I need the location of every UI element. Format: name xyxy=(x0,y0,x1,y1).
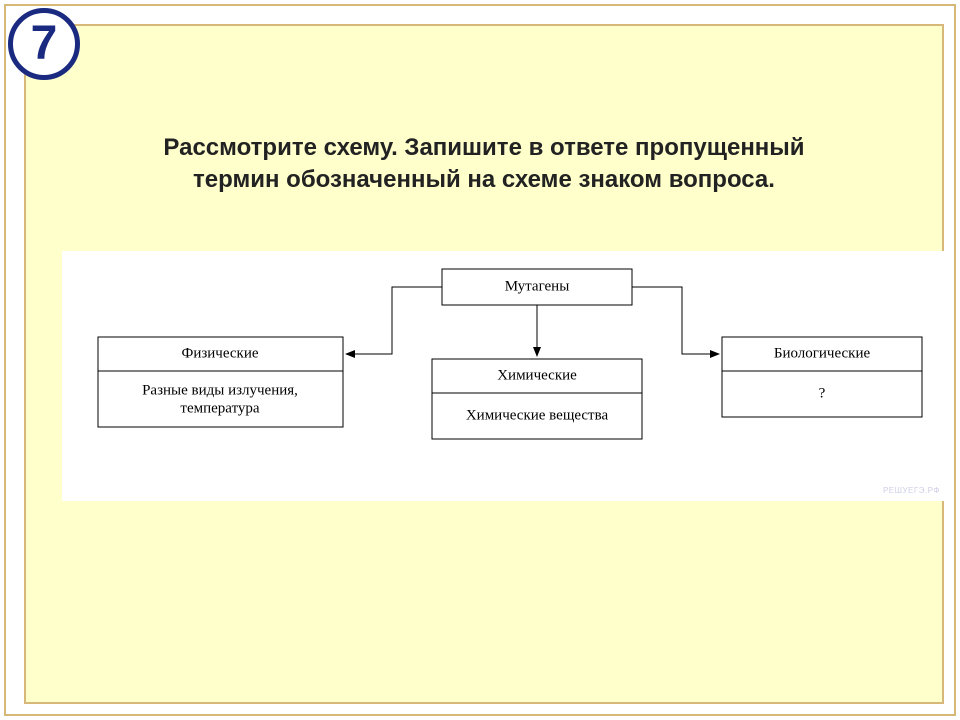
node-chemical-detail-line1: Химические вещества xyxy=(466,407,609,423)
question-line-1: Рассмотрите схему. Запишите в ответе про… xyxy=(163,134,804,161)
diagram-svg: Мутагены Физические Разные виды излучени… xyxy=(62,251,948,501)
node-physical-detail xyxy=(98,371,343,427)
question-number-badge: 7 xyxy=(8,8,80,80)
node-physical-title-text: Физические xyxy=(181,345,258,361)
node-physical-detail-line2: температура xyxy=(180,400,260,416)
node-root-label: Мутагены xyxy=(505,278,570,294)
question-number: 7 xyxy=(31,20,58,68)
watermark: РЕШУЕГЭ.РФ xyxy=(883,486,940,495)
question-text: Рассмотрите схему. Запишите в ответе про… xyxy=(26,132,942,197)
node-biological-title-text: Биологические xyxy=(774,345,871,361)
edge-root-biological xyxy=(632,287,719,354)
node-chemical-title-text: Химические xyxy=(497,367,577,383)
node-physical-detail-line1: Разные виды излучения, xyxy=(142,382,298,398)
diagram-panel: Мутагены Физические Разные виды излучени… xyxy=(62,251,948,501)
outer-frame: Рассмотрите схему. Запишите в ответе про… xyxy=(4,4,956,716)
node-biological-detail-line1: ? xyxy=(819,385,826,401)
question-line-2: термин обозначенный на схеме знаком вопр… xyxy=(193,166,775,193)
content-panel: Рассмотрите схему. Запишите в ответе про… xyxy=(24,24,944,704)
edge-root-physical xyxy=(346,287,442,354)
